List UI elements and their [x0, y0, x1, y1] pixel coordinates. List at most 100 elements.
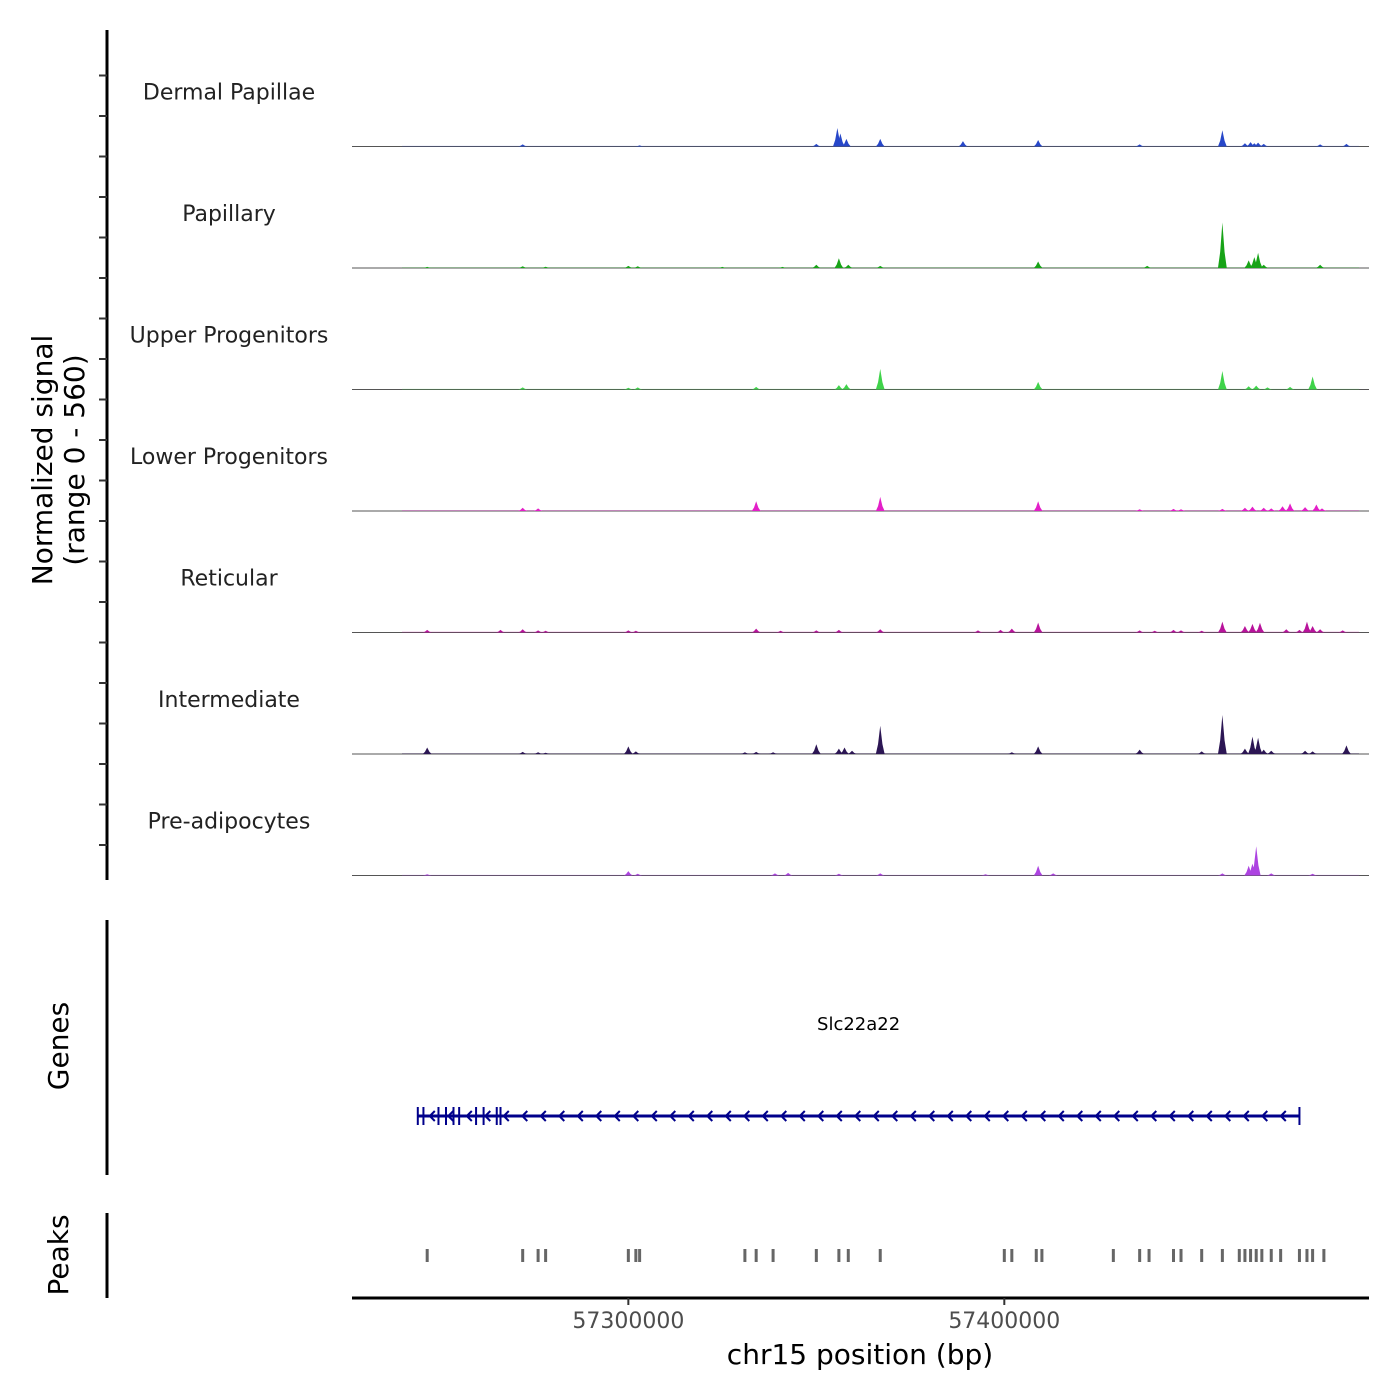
signal-peak — [1135, 749, 1145, 754]
signal-peak — [811, 744, 821, 754]
peak-region — [1138, 1249, 1142, 1262]
signal-peak — [1259, 507, 1269, 511]
signal-peak — [751, 386, 761, 390]
gene-strand-arrow — [520, 1110, 529, 1122]
signal-peak — [811, 143, 821, 147]
signal-peak — [623, 630, 633, 633]
signal-peak — [1033, 865, 1043, 876]
peak-region — [521, 1249, 525, 1262]
peak-region — [1305, 1249, 1309, 1262]
gene-strand-arrow — [946, 1110, 954, 1122]
signal-peak — [1135, 630, 1145, 633]
genes-axis-title-group: Genes — [42, 1002, 75, 1090]
signal-peak — [1197, 751, 1207, 754]
peak-region — [1237, 1249, 1241, 1262]
signal-peak — [1240, 507, 1250, 511]
peak-region — [1243, 1249, 1247, 1262]
signal-peak — [1300, 750, 1310, 754]
signal-peak — [834, 629, 844, 633]
signal-y-ticks — [99, 74, 107, 846]
gene-strand-arrow — [705, 1110, 714, 1122]
signal-peak — [1285, 503, 1295, 511]
peak-region — [638, 1249, 642, 1262]
signal-peak — [1342, 745, 1351, 754]
signal-peak — [1248, 506, 1257, 511]
signal-peak — [633, 387, 643, 390]
signal-peak — [422, 266, 432, 268]
signal-peak — [840, 747, 849, 754]
signal-peak — [751, 751, 761, 754]
signal-peak — [1266, 750, 1276, 754]
signal-peak — [1308, 873, 1318, 876]
signal-peak — [751, 501, 761, 511]
gene-strand-arrow — [816, 1110, 825, 1122]
gene-strand-arrow — [631, 1110, 640, 1122]
signal-peak — [1033, 501, 1043, 511]
signal-peak — [1315, 264, 1325, 268]
track-pre-adipocytes: Pre-adipocytes — [148, 810, 1369, 876]
peak-region — [1269, 1249, 1273, 1262]
signal-peak — [1308, 751, 1318, 754]
signal-peak — [834, 873, 844, 876]
signal-peak — [834, 258, 844, 268]
gene-strand-arrow — [1242, 1110, 1250, 1122]
gene-strand-arrow — [1279, 1110, 1287, 1122]
signal-peak — [1259, 143, 1269, 147]
signal-peak — [1278, 506, 1287, 511]
signal-peak — [1033, 381, 1043, 390]
peak-region — [1260, 1249, 1264, 1262]
gene-strand-arrow — [1001, 1110, 1010, 1122]
signal-peak — [834, 385, 844, 390]
signal-peak — [422, 874, 432, 876]
peak-region — [536, 1249, 540, 1262]
peak-region — [1254, 1249, 1258, 1262]
track-papillary: Papillary — [182, 202, 1369, 269]
track-intermediate: Intermediate — [158, 688, 1369, 755]
signal-peak — [1007, 628, 1017, 633]
track-dermal-papillae: Dermal Papillae — [143, 81, 1369, 147]
signal-peak — [875, 725, 885, 754]
gene-strand-arrow — [1168, 1110, 1176, 1122]
peak-region — [846, 1249, 850, 1262]
peak-region — [1010, 1249, 1014, 1262]
gene-strand-arrow — [1057, 1110, 1065, 1122]
gene-strand-arrow — [1112, 1110, 1121, 1122]
gene-strand-arrow — [872, 1110, 880, 1122]
signal-peak — [1311, 504, 1321, 511]
track-label: Papillary — [182, 202, 276, 227]
signal-peak — [541, 630, 551, 633]
gene-strand-arrow — [483, 1110, 492, 1122]
signal-peak — [1033, 746, 1043, 754]
peak-region — [771, 1249, 775, 1262]
gene-strand-arrow — [983, 1110, 991, 1122]
signal-peak — [1150, 630, 1160, 633]
signal-peak — [958, 141, 968, 147]
coverage-tracks: Dermal Papillae Papillary Upper Progenitor… — [130, 81, 1369, 876]
signal-peak — [1033, 622, 1043, 633]
peak-region — [837, 1249, 841, 1262]
gene-strand-arrow — [502, 1110, 510, 1122]
track-label: Dermal Papillae — [143, 81, 315, 106]
gene-strand-arrow — [1205, 1110, 1213, 1122]
signal-peak — [842, 384, 851, 390]
signal-peak — [533, 630, 543, 633]
gene-strand-arrow — [1020, 1110, 1028, 1122]
gene-strand-arrow — [1038, 1110, 1047, 1122]
signal-peak — [981, 874, 990, 876]
peak-region — [1311, 1249, 1315, 1262]
track-label: Lower Progenitors — [130, 445, 328, 470]
peak-region — [1200, 1249, 1204, 1262]
signal-peak — [751, 628, 761, 633]
signal-peak — [1244, 260, 1254, 268]
gene-strand-arrow — [428, 1110, 436, 1122]
signal-peak — [518, 144, 528, 147]
signal-peak — [1259, 264, 1269, 268]
signal-peak — [973, 630, 983, 633]
signal-peak — [770, 873, 780, 876]
signal-peak — [1244, 386, 1254, 390]
peak-region — [1322, 1249, 1326, 1262]
track-lower-progenitors: Lower Progenitors — [130, 445, 1369, 512]
signal-peak — [1255, 622, 1265, 633]
peak-region — [1034, 1249, 1038, 1262]
